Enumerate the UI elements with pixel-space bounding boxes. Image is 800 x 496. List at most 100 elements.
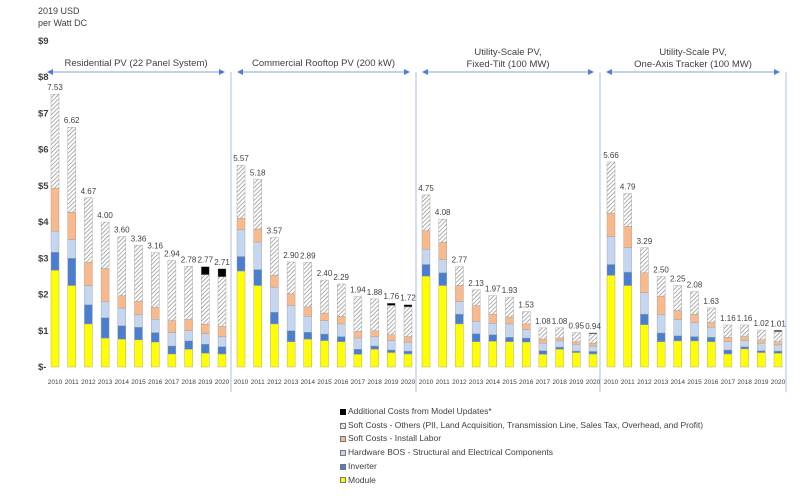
y-axis-label-line1: 2019 USD xyxy=(38,6,80,16)
install-labor-segment xyxy=(555,337,564,342)
hardware-bos-segment xyxy=(455,301,464,315)
hardware-bos-segment xyxy=(370,336,379,347)
y-tick-label: $8 xyxy=(38,72,49,83)
module-segment xyxy=(370,349,379,368)
legend-label: Module xyxy=(348,474,376,485)
x-tick-label: 2018 xyxy=(737,379,752,386)
install-labor-segment xyxy=(84,262,93,286)
total-label: 1.53 xyxy=(518,301,534,310)
inverter-segment xyxy=(184,340,193,350)
x-tick-label: 2014 xyxy=(486,379,501,386)
x-tick-label: 2018 xyxy=(181,379,196,386)
module-segment xyxy=(236,270,246,368)
install-labor-segment xyxy=(337,316,346,325)
total-label: 2.94 xyxy=(164,250,180,259)
total-label: 3.60 xyxy=(114,226,130,235)
hardware-bos-segment xyxy=(421,249,431,265)
x-tick-label: 2015 xyxy=(687,379,702,386)
x-tick-label: 2014 xyxy=(671,379,686,386)
x-tick-label: 2020 xyxy=(401,379,416,386)
install-labor-segment xyxy=(50,187,60,232)
install-labor-segment xyxy=(773,341,783,346)
total-label: 1.02 xyxy=(754,319,770,328)
legend-label: Soft Costs - Others (PII, Land Acquisiti… xyxy=(348,419,704,430)
module-segment xyxy=(572,352,581,368)
hardware-bos-segment xyxy=(757,342,766,351)
y-axis-label-line2: per Watt DC xyxy=(38,18,88,28)
total-label: 4.08 xyxy=(435,208,451,217)
x-tick-label: 2012 xyxy=(637,379,652,386)
inverter-segment xyxy=(150,332,160,343)
install-labor-segment xyxy=(387,334,396,341)
x-tick-label: 2013 xyxy=(284,379,299,386)
total-label: 2.08 xyxy=(687,281,703,290)
total-label: 6.62 xyxy=(64,116,80,125)
group-title: Commercial Rooftop PV (200 kW) xyxy=(252,58,395,69)
module-segment xyxy=(167,353,177,368)
soft-costs-others-segment xyxy=(403,306,413,337)
soft-costs-others-segment xyxy=(286,261,296,295)
legend-swatch-icon xyxy=(340,477,346,484)
hardware-bos-segment xyxy=(555,340,564,348)
install-labor-segment xyxy=(588,342,598,347)
hardware-bos-segment xyxy=(50,230,60,253)
soft-costs-others-segment xyxy=(773,331,783,342)
x-tick-label: 2011 xyxy=(621,379,635,386)
inverter-segment xyxy=(505,337,514,342)
x-tick-label: 2011 xyxy=(65,379,79,386)
module-segment xyxy=(505,341,514,368)
hardware-bos-segment xyxy=(167,332,177,347)
module-segment xyxy=(740,348,749,368)
module-segment xyxy=(773,353,783,368)
module-segment xyxy=(201,353,210,368)
x-tick-label: 2020 xyxy=(586,379,601,386)
soft-costs-others-segment xyxy=(455,266,464,286)
x-tick-label: 2010 xyxy=(234,379,249,386)
install-labor-segment xyxy=(403,336,413,343)
legend-item: Module xyxy=(340,474,703,488)
module-segment xyxy=(538,354,548,368)
install-labor-segment xyxy=(740,336,749,341)
inverter-segment xyxy=(236,256,246,272)
module-segment xyxy=(50,270,60,368)
hardware-bos-segment xyxy=(353,337,363,350)
inverter-segment xyxy=(740,346,749,350)
install-labor-segment xyxy=(656,296,666,316)
module-segment xyxy=(757,352,766,368)
legend-item: Soft Costs - Others (PII, Land Acquisiti… xyxy=(340,419,703,433)
soft-costs-others-segment xyxy=(387,305,396,335)
x-tick-label: 2015 xyxy=(317,379,332,386)
total-label: 2.13 xyxy=(468,279,484,288)
hardware-bos-segment xyxy=(286,305,296,331)
group-title-line2: Fixed-Tilt (100 MW) xyxy=(466,59,549,70)
hardware-bos-segment xyxy=(505,323,514,338)
hardware-bos-segment xyxy=(303,316,312,333)
total-label: 1.88 xyxy=(367,288,383,297)
soft-costs-others-segment xyxy=(134,245,143,302)
soft-costs-others-segment xyxy=(723,324,733,338)
x-tick-label: 2019 xyxy=(198,379,213,386)
module-segment xyxy=(320,340,329,368)
total-label: 3.16 xyxy=(147,242,163,251)
total-label: 1.08 xyxy=(535,317,551,326)
inverter-segment xyxy=(167,345,177,355)
inverter-segment xyxy=(84,304,93,325)
soft-costs-others-segment xyxy=(488,295,497,315)
y-axis-ticks: $- $1 $2 $3 $4 $5 $6 $7 $8 $9 xyxy=(38,36,49,373)
soft-costs-others-segment xyxy=(606,161,616,214)
install-labor-segment xyxy=(505,316,514,325)
stacked-bar-chart: 2019 USD per Watt DC $-$1$2$3$4$5$6$7$8$… xyxy=(38,6,787,392)
module-segment xyxy=(134,339,143,368)
hardware-bos-segment xyxy=(67,239,76,259)
legend-swatch-icon xyxy=(340,436,346,443)
module-segment xyxy=(673,340,682,368)
install-labor-segment xyxy=(522,323,531,330)
soft-costs-others-segment xyxy=(522,311,531,325)
legend-label: Hardware BOS - Structural and Electrical… xyxy=(348,447,554,458)
y-tick-label: $- xyxy=(38,362,46,373)
x-tick-label: 2013 xyxy=(98,379,113,386)
inverter-segment xyxy=(757,350,766,353)
inverter-segment xyxy=(471,333,481,342)
soft-costs-others-segment xyxy=(270,237,279,276)
install-labor-segment xyxy=(303,306,312,317)
